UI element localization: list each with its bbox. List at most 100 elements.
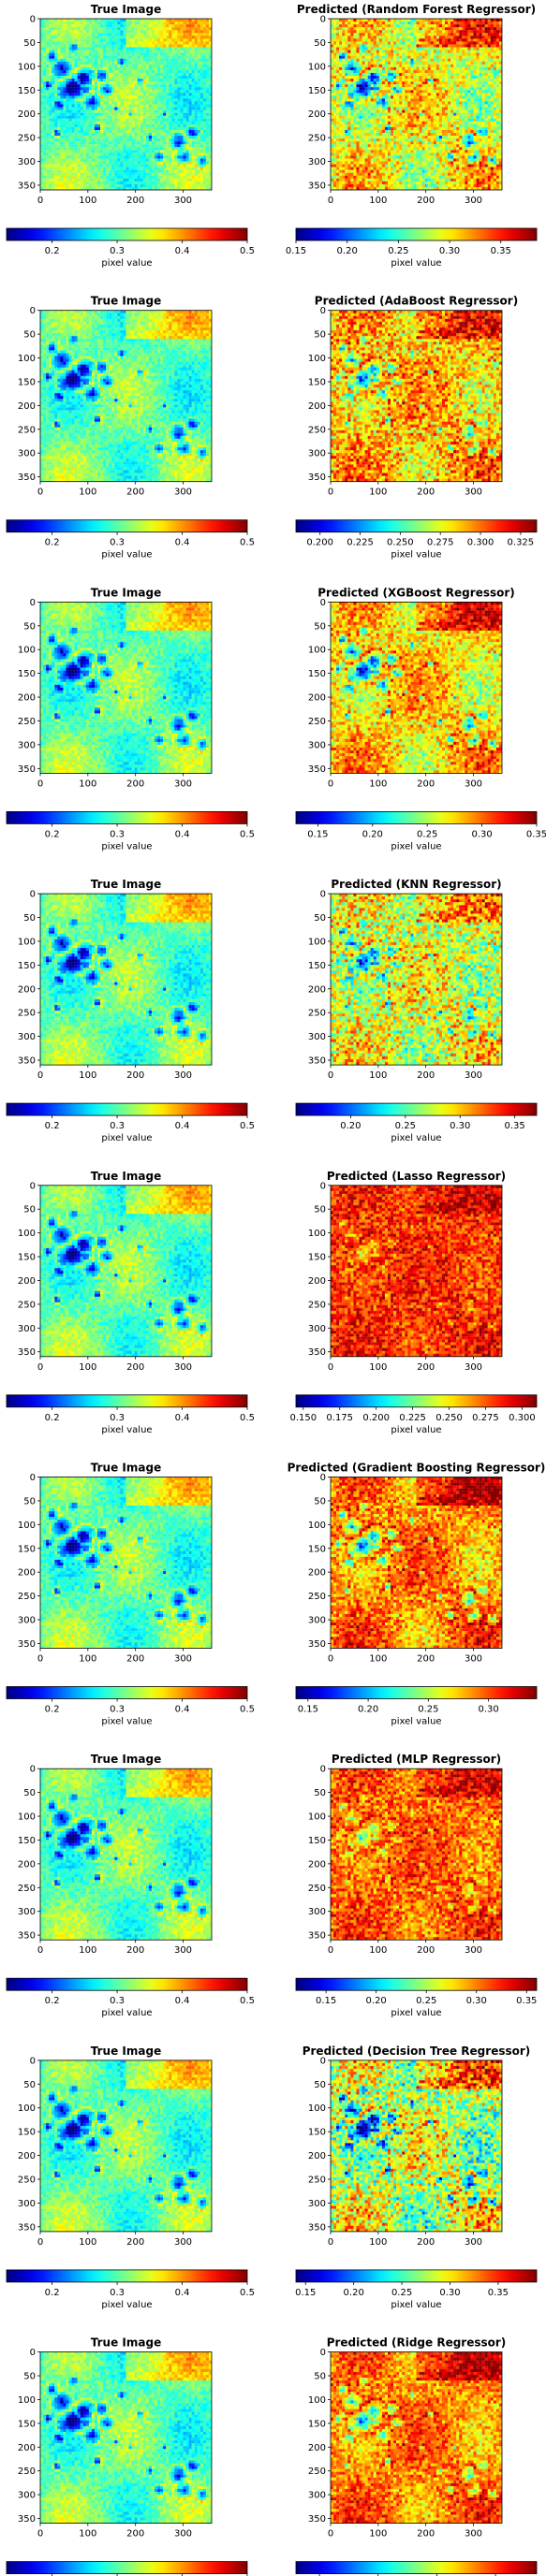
heatmap-frame: [39, 893, 213, 1066]
y-tick-label: 50: [314, 1788, 326, 1798]
y-tick-label: 200: [18, 1859, 36, 1870]
y-tick-label: 350: [308, 1639, 326, 1650]
x-tick-label: 0: [37, 1654, 43, 1665]
y-tick-label: 300: [18, 1616, 36, 1626]
true-heatmap: [40, 602, 212, 774]
colorbar-tick-label: 0.300: [509, 1413, 536, 1423]
colorbar-tick-label: 0.35: [505, 1121, 525, 1131]
y-tick-label: 150: [18, 1836, 36, 1846]
colorbar-tick-label: 0.15: [307, 829, 328, 839]
y-tick-label: 50: [23, 1788, 36, 1798]
x-tick-label: 300: [174, 1070, 192, 1081]
y-tick-label: 100: [18, 1229, 36, 1239]
x-tick-label: 200: [126, 2237, 144, 2248]
x-tick-label: 0: [328, 1362, 333, 1373]
x-tick-label: 200: [126, 488, 144, 498]
colorbar-tick-label: 0.15: [286, 246, 306, 256]
y-tick-label: 300: [308, 449, 326, 459]
x-tick-label: 300: [465, 2529, 482, 2540]
y-tick-label: 200: [308, 2151, 326, 2161]
y-tick-label: 300: [308, 1324, 326, 1334]
colorbar-gradient: [6, 2561, 248, 2575]
y-tick-label: 50: [23, 38, 36, 49]
x-tick-label: 200: [126, 1070, 144, 1081]
predicted-colorbar: 0.20 0.25 0.30 0.35 pixel value: [295, 1102, 538, 1143]
x-tick-label: 0: [328, 1945, 333, 1956]
heatmap-frame: [330, 310, 503, 483]
y-tick-label: 0: [320, 1765, 326, 1775]
y-tick-label: 150: [18, 961, 36, 971]
predicted-image-title: Predicted (KNN Regressor): [331, 878, 501, 891]
true-heatmap: [40, 2059, 212, 2232]
colorbar-tick-label: 0.30: [439, 2288, 460, 2298]
predicted-image-title: Predicted (Decision Tree Regressor): [303, 2045, 531, 2058]
x-tick-label: 0: [328, 2237, 333, 2248]
true-image-title: True Image: [91, 3, 161, 16]
colorbar-tick-label: 0.250: [435, 1413, 463, 1423]
colorbar-label: pixel value: [391, 841, 441, 851]
y-tick-label: 50: [314, 913, 326, 924]
y-tick-label: 0: [30, 306, 36, 316]
predicted-heatmap: [331, 1185, 502, 1357]
colorbar-tick-label: 0.175: [326, 1413, 353, 1423]
y-tick-label: 100: [308, 1229, 326, 1239]
x-tick-label: 300: [174, 2237, 192, 2248]
colorbar-tick-label: 0.5: [240, 2288, 255, 2298]
y-tick-label: 150: [308, 2419, 326, 2429]
heatmap-cells: [40, 1185, 212, 1357]
y-tick-label: 0: [320, 2348, 326, 2358]
predicted-image-panel: Predicted (Ridge Regressor)0501001502002…: [308, 2336, 506, 2540]
colorbar-tick-label: 0.3: [110, 538, 125, 548]
y-tick-label: 100: [18, 937, 36, 947]
heatmap-cells: [40, 894, 212, 1066]
colorbar-tick-label: 0.25: [391, 2288, 412, 2298]
colorbar-tick-label: 0.3: [110, 2288, 125, 2298]
predicted-image-panel: Predicted (Lasso Regressor)0501001502002…: [308, 1170, 506, 1373]
true-colorbar: 0.2 0.3 0.4 0.5 pixel value: [6, 811, 255, 851]
colorbar-gradient: [295, 2561, 538, 2575]
colorbar-tick-label: 0.3: [110, 1705, 125, 1715]
colorbar-tick-label: 0.2: [45, 1121, 60, 1131]
true-colorbar: 0.2 0.3 0.4 0.5 pixel value: [6, 1394, 255, 1435]
x-tick-label: 200: [417, 1654, 435, 1665]
colorbar-label: pixel value: [101, 1717, 152, 1727]
colorbar-tick-label: 0.5: [240, 1413, 255, 1423]
y-tick-label: 0: [30, 2348, 36, 2358]
predicted-image-title: Predicted (AdaBoost Regressor): [315, 295, 518, 308]
x-tick-label: 200: [417, 779, 435, 789]
predicted-image-panel: Predicted (AdaBoost Regressor)0501001502…: [308, 295, 518, 498]
true-colorbar: 0.2 0.3 0.4 0.5 pixel value: [6, 227, 255, 269]
y-tick-label: 300: [308, 2491, 326, 2501]
true-colorbar: 0.2 0.3 0.4 0.5 pixel value: [6, 1102, 255, 1143]
x-tick-label: 300: [174, 1945, 192, 1956]
colorbar-tick-label: 0.35: [491, 246, 511, 256]
colorbar-tick-label: 0.4: [175, 1413, 190, 1423]
x-tick-label: 0: [37, 2529, 43, 2540]
y-tick-label: 100: [308, 1521, 326, 1531]
y-tick-label: 300: [18, 2491, 36, 2501]
x-tick-label: 100: [79, 2237, 96, 2248]
colorbar-tick-label: 0.325: [508, 538, 535, 548]
y-tick-label: 150: [308, 2128, 326, 2138]
y-tick-label: 300: [18, 157, 36, 167]
colorbar-tick-label: 0.30: [466, 1996, 487, 2006]
predicted-image-panel: Predicted (Random Forest Regressor)05010…: [297, 3, 536, 206]
x-tick-label: 100: [79, 2529, 96, 2540]
x-tick-label: 100: [369, 1070, 387, 1081]
heatmap-cells: [40, 310, 212, 482]
heatmap-frame: [39, 1768, 213, 1941]
x-tick-label: 100: [79, 1070, 96, 1081]
y-tick-label: 250: [18, 717, 36, 727]
true-image-title: True Image: [91, 2045, 161, 2058]
predicted-image-title: Predicted (Lasso Regressor): [327, 1170, 506, 1183]
y-tick-label: 300: [18, 1907, 36, 1917]
x-tick-label: 300: [174, 779, 192, 789]
colorbar-tick-label: 0.25: [417, 829, 437, 839]
colorbar-tick-label: 0.4: [175, 1705, 190, 1715]
y-tick-label: 350: [18, 1056, 36, 1067]
heatmap-cells: [40, 1477, 212, 1649]
colorbar-gradient: [6, 1686, 248, 1699]
y-tick-label: 150: [308, 1836, 326, 1846]
